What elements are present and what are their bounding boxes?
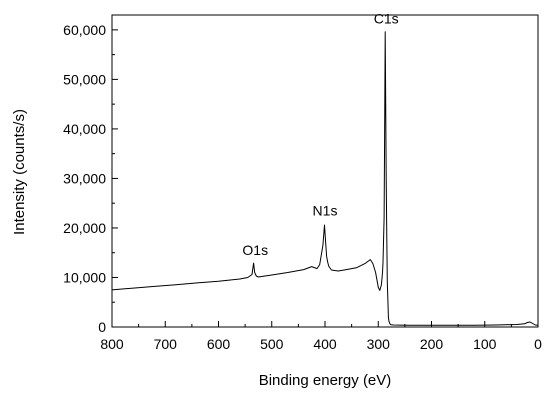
x-tick-label: 400 bbox=[313, 336, 337, 352]
series-line-0 bbox=[111, 31, 539, 326]
x-tick-label: 800 bbox=[100, 336, 124, 352]
x-tick-label: 700 bbox=[154, 336, 178, 352]
peak-label-o1s: O1s bbox=[242, 242, 268, 258]
x-tick-label: 200 bbox=[420, 336, 444, 352]
y-tick-label: 20,000 bbox=[63, 220, 106, 236]
x-tick-label: 600 bbox=[207, 336, 231, 352]
y-tick-label: 50,000 bbox=[63, 71, 106, 87]
plot-frame bbox=[111, 14, 539, 328]
x-tick-label: 500 bbox=[260, 336, 284, 352]
y-tick-label: 60,000 bbox=[63, 22, 106, 38]
peak-label-c1s: C1s bbox=[374, 10, 399, 26]
x-tick-label: 300 bbox=[367, 336, 391, 352]
y-axis-title: Intensity (counts/s) bbox=[11, 109, 28, 235]
x-tick-label: 0 bbox=[534, 336, 542, 352]
y-tick-label: 0 bbox=[98, 319, 106, 335]
y-tick-label: 40,000 bbox=[63, 121, 106, 137]
x-axis-title: Binding energy (eV) bbox=[259, 372, 392, 389]
x-tick-label: 100 bbox=[473, 336, 497, 352]
x-axis: 800 700 600 500 400 300 200 100 0 bbox=[100, 321, 542, 352]
y-tick-label: 10,000 bbox=[63, 269, 106, 285]
annotations: O1s N1s C1s bbox=[242, 10, 398, 258]
peak-label-n1s: N1s bbox=[313, 203, 338, 219]
series-group bbox=[111, 31, 539, 326]
plot-border bbox=[111, 14, 539, 328]
y-axis: 0 10,000 20,000 30,000 40,000 50,000 60,000 bbox=[63, 22, 118, 335]
y-tick-label: 30,000 bbox=[63, 170, 106, 186]
